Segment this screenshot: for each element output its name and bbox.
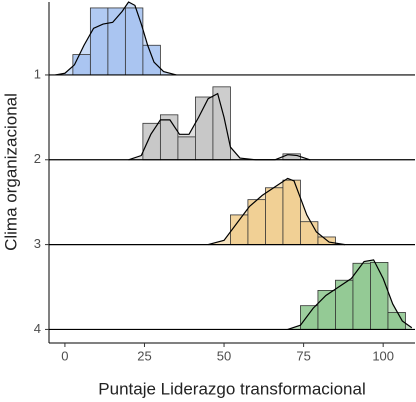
x-tick-label: 75 xyxy=(296,348,310,363)
density-curve xyxy=(287,259,413,330)
histogram-bar xyxy=(159,114,179,161)
histogram-bar xyxy=(317,290,336,330)
density-curve xyxy=(55,1,177,76)
y-tick-label: 1 xyxy=(34,66,41,81)
histogram-bar xyxy=(177,136,196,161)
histogram-bar xyxy=(247,199,266,246)
x-axis-label: Puntaje Liderazgo transformacional xyxy=(98,379,365,398)
histogram-bar xyxy=(370,262,389,330)
x-tick-label: 0 xyxy=(61,348,68,363)
histogram-bar xyxy=(300,221,319,246)
histogram-bar xyxy=(142,44,161,76)
histogram-bar xyxy=(72,54,91,76)
x-tick-label: 25 xyxy=(137,348,151,363)
x-tick-label: 50 xyxy=(217,348,231,363)
y-axis-label: Clima organizacional xyxy=(1,93,20,251)
histogram-bar xyxy=(124,7,144,76)
histogram-bar xyxy=(89,7,109,76)
y-tick-label: 4 xyxy=(34,321,41,336)
y-tick-label: 2 xyxy=(34,151,41,166)
histogram-bar xyxy=(265,187,284,246)
histogram-bar xyxy=(300,305,319,330)
histogram-bar xyxy=(212,86,231,161)
y-tick-label: 3 xyxy=(34,236,41,251)
x-tick-label: 100 xyxy=(372,348,394,363)
density-curve xyxy=(128,92,311,161)
density-curve xyxy=(207,177,346,246)
histogram-bar xyxy=(142,122,161,161)
